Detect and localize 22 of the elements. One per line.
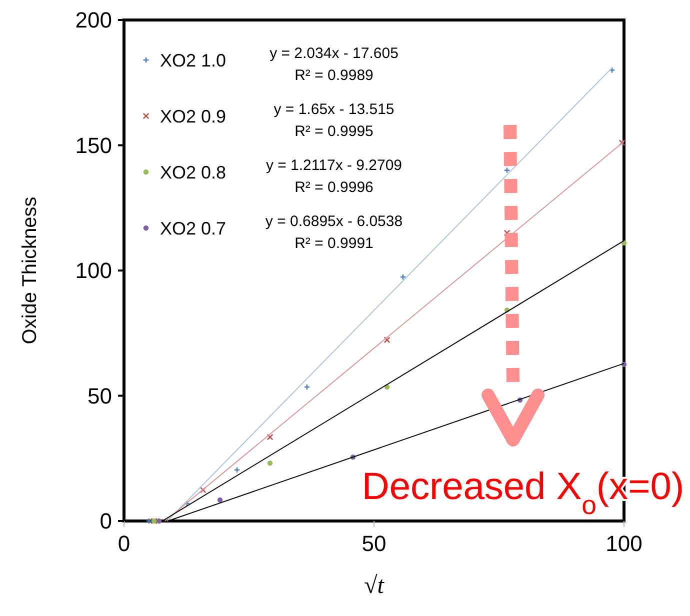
annotation: R² = 0.9996	[294, 179, 374, 196]
annotation: y = 0.6895x - 6.0538	[265, 213, 403, 230]
legend-label: XO2 1.0	[160, 50, 226, 70]
annotation: y = 2.034x - 17.605	[270, 45, 398, 62]
legend-label: XO2 0.8	[160, 162, 226, 182]
annotation: R² = 0.9995	[294, 123, 374, 140]
y-tick-label: 50	[88, 383, 112, 408]
annotation: R² = 0.9991	[294, 235, 374, 252]
y-tick-label: 0	[100, 508, 112, 534]
y-tick-label: 200	[75, 8, 112, 33]
y-axis-title: Oxide Thickness	[19, 196, 41, 344]
x-tick-label: 100	[606, 531, 642, 556]
annotation: R² = 0.9989	[294, 67, 374, 84]
x-tick-label: 0	[118, 531, 130, 556]
legend-label: XO2 0.7	[160, 218, 226, 238]
x-tick-label: 50	[362, 531, 386, 556]
y-tick-label: 100	[75, 258, 112, 284]
annotation: y = 1.65x - 13.515	[274, 101, 394, 118]
legend-label: XO2 0.9	[160, 106, 226, 126]
annotation: y = 1.2117x - 9.2709	[266, 157, 402, 174]
y-tick-label: 150	[75, 132, 112, 158]
x-axis-title: √t	[364, 573, 386, 599]
